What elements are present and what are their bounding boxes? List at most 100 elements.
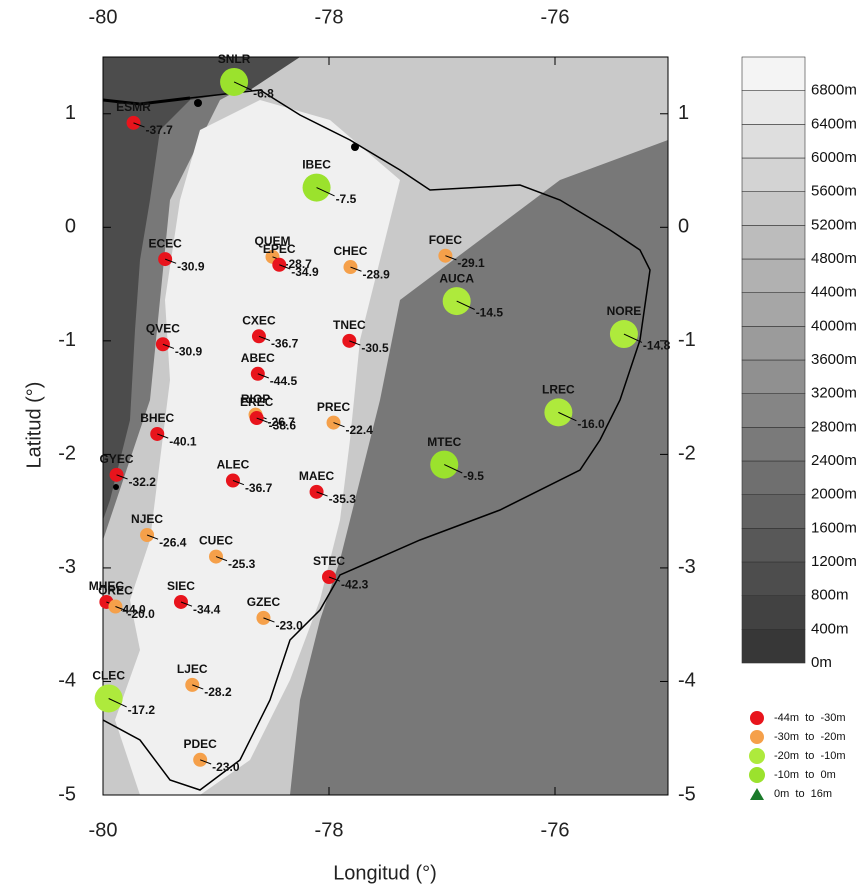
y-tick-label: -4	[678, 670, 696, 692]
legend-label: -44m to -30m	[774, 712, 846, 724]
station-name: FOEC	[429, 233, 463, 247]
colorbar-label: 0m	[811, 654, 832, 671]
legend-label: -20m to -10m	[774, 750, 846, 762]
station-value: -34.9	[291, 265, 319, 279]
y-tick-label: 1	[65, 102, 76, 124]
station-name: CUEC	[199, 534, 233, 548]
station-name: CLEC	[92, 669, 125, 683]
colorbar-step	[742, 629, 805, 663]
station-value: -40.1	[169, 434, 197, 448]
station-name: BHEC	[140, 411, 174, 425]
y-axis-label: Latitud (°)	[23, 382, 45, 469]
station-name: NORE	[607, 304, 642, 318]
y-tick-label: -4	[58, 670, 76, 692]
station-value: -23.0	[212, 760, 240, 774]
x-tick-label: -80	[89, 819, 118, 841]
station-value: -29.1	[457, 256, 485, 270]
station-name: SNLR	[218, 52, 251, 66]
station-value: -14.5	[476, 306, 504, 320]
colorbar-step	[742, 293, 805, 327]
station-value: -20.0	[127, 607, 155, 621]
colorbar-label: 400m	[811, 620, 849, 637]
colorbar-step	[742, 360, 805, 394]
station-name: ESMR	[116, 100, 151, 114]
legend-marker	[749, 748, 765, 764]
x-tick-label: -80	[89, 6, 118, 28]
legend-marker	[750, 730, 764, 744]
colorbar-label: 3200m	[811, 385, 857, 402]
y-tick-label: -5	[58, 783, 76, 805]
colorbar-step	[742, 495, 805, 529]
colorbar-label: 4800m	[811, 250, 857, 267]
x-tick-label: -76	[541, 819, 570, 841]
station-value: -14.8	[643, 339, 671, 353]
station-value: -22.4	[346, 423, 374, 437]
x-tick-label: -78	[315, 819, 344, 841]
station-value: -28.9	[362, 267, 390, 281]
colorbar-step	[742, 596, 805, 630]
station-value: -16.0	[577, 417, 605, 431]
station-value: -37.7	[146, 123, 174, 137]
station-value: -30.9	[175, 345, 203, 359]
y-tick-label: -3	[58, 556, 76, 578]
y-tick-label: -2	[58, 443, 76, 465]
legend-marker	[750, 711, 764, 725]
station-value: -36.7	[271, 337, 299, 351]
station-name: ECEC	[148, 236, 182, 250]
station-name: SIEC	[167, 579, 195, 593]
colorbar-step	[742, 192, 805, 226]
colorbar-label: 800m	[811, 587, 849, 604]
station-value: -26.4	[159, 535, 187, 549]
station-value: -25.3	[228, 557, 256, 571]
colorbar-step	[742, 562, 805, 596]
station-value: -17.2	[128, 703, 156, 717]
legend-label: -30m to -20m	[774, 731, 846, 743]
station-value: -7.5	[336, 192, 357, 206]
colorbar-step	[742, 124, 805, 158]
station-name: CHEC	[333, 244, 367, 258]
station-name: AUCA	[439, 271, 474, 285]
station-value: -23.0	[275, 618, 303, 632]
colorbar-step	[742, 259, 805, 293]
colorbar-step	[742, 91, 805, 125]
station-name: MTEC	[427, 435, 461, 449]
station-name: TNEC	[333, 318, 366, 332]
page: {"chart_data":{"type":"scatter","xlabel"…	[0, 0, 865, 896]
station-name: LJEC	[177, 662, 208, 676]
colorbar-label: 6400m	[811, 115, 857, 132]
x-axis-label: Longitud (°)	[333, 862, 437, 884]
station-value: -30.9	[177, 259, 205, 273]
station-name: IBEC	[302, 158, 331, 172]
colorbar-label: 3600m	[811, 351, 857, 368]
y-tick-label: 0	[678, 216, 689, 238]
y-tick-label: -1	[678, 329, 696, 351]
y-tick-label: -3	[678, 556, 696, 578]
colorbar-label: 2800m	[811, 418, 857, 435]
y-tick-label: -1	[58, 329, 76, 351]
station-name: GZEC	[247, 595, 281, 609]
colorbar-label: 1600m	[811, 519, 857, 536]
colorbar-step	[742, 427, 805, 461]
colorbar-label: 5200m	[811, 216, 857, 233]
x-tick-label: -78	[315, 6, 344, 28]
y-tick-label: -5	[678, 783, 696, 805]
colorbar-step	[742, 461, 805, 495]
station-name: EREC	[240, 395, 274, 409]
station-name: NJEC	[131, 512, 163, 526]
station-value: -30.5	[361, 341, 389, 355]
station-name: MAEC	[299, 469, 335, 483]
station-value: -38.6	[269, 418, 297, 432]
legend-marker	[749, 767, 765, 783]
station-value: -42.3	[341, 577, 369, 591]
colorbar-step	[742, 528, 805, 562]
colorbar-label: 6000m	[811, 149, 857, 166]
station-name: EPEC	[263, 242, 296, 256]
station-name: GYEC	[100, 452, 134, 466]
station-name: PDEC	[184, 737, 218, 751]
station-name: ABEC	[241, 351, 275, 365]
station-name: ALEC	[217, 458, 250, 472]
station-value: -28.2	[204, 685, 232, 699]
station-value: -6.8	[253, 87, 274, 101]
station-value: -44.5	[270, 374, 298, 388]
colorbar-label: 2000m	[811, 486, 857, 503]
